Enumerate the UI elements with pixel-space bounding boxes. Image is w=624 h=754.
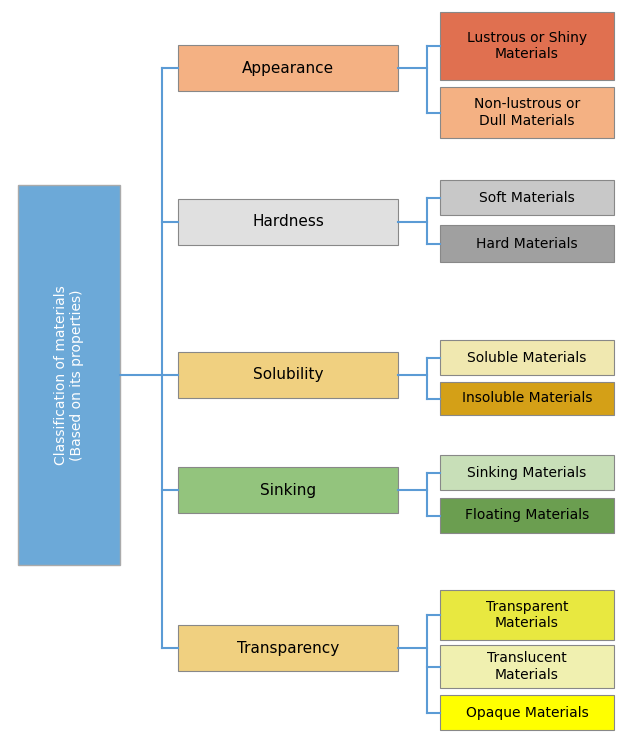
Bar [178, 352, 398, 398]
Bar [178, 625, 398, 671]
Text: Opaque Materials: Opaque Materials [466, 706, 588, 719]
Text: Translucent
Materials: Translucent Materials [487, 651, 567, 682]
Bar [440, 225, 614, 262]
Bar [18, 185, 120, 565]
Text: Solubility: Solubility [253, 367, 323, 382]
Text: Classification of materials
(Based on its properties): Classification of materials (Based on it… [54, 285, 84, 465]
Bar [440, 12, 614, 80]
Bar [440, 590, 614, 640]
Bar [178, 199, 398, 245]
Bar [440, 498, 614, 533]
Bar [440, 340, 614, 375]
Text: Appearance: Appearance [242, 60, 334, 75]
Text: Sinking: Sinking [260, 483, 316, 498]
Text: Transparent
Materials: Transparent Materials [485, 600, 568, 630]
Bar [178, 467, 398, 513]
Text: Sinking Materials: Sinking Materials [467, 465, 587, 480]
Bar [440, 180, 614, 215]
Text: Hard Materials: Hard Materials [476, 237, 578, 250]
Text: Insoluble Materials: Insoluble Materials [462, 391, 592, 406]
Bar [440, 645, 614, 688]
Text: Transparency: Transparency [237, 640, 339, 655]
Bar [440, 382, 614, 415]
Bar [440, 87, 614, 138]
Bar [178, 45, 398, 91]
Text: Soluble Materials: Soluble Materials [467, 351, 587, 364]
Text: Lustrous or Shiny
Materials: Lustrous or Shiny Materials [467, 31, 587, 61]
Bar [440, 455, 614, 490]
Text: Floating Materials: Floating Materials [465, 508, 589, 523]
Text: Soft Materials: Soft Materials [479, 191, 575, 204]
Text: Hardness: Hardness [252, 214, 324, 229]
Bar [440, 695, 614, 730]
Text: Non-lustrous or
Dull Materials: Non-lustrous or Dull Materials [474, 97, 580, 127]
